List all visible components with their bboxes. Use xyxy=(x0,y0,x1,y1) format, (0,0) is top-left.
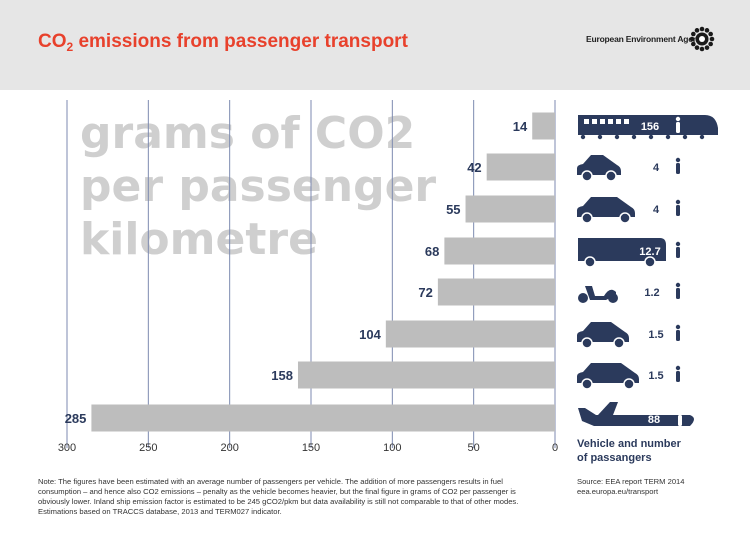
legend-line-1: Vehicle and number xyxy=(577,438,682,450)
bar-value-label: 285 xyxy=(65,411,87,426)
header-band xyxy=(0,0,750,90)
bar xyxy=(437,278,555,306)
airplane-icon: 88 xyxy=(578,402,694,426)
x-tick-label: 0 xyxy=(552,442,558,454)
title-suffix: emissions from passenger transport xyxy=(73,31,408,52)
svg-text:1.5: 1.5 xyxy=(648,329,663,341)
svg-text:1.5: 1.5 xyxy=(648,370,663,382)
estate-car-icon: 1.5 xyxy=(577,363,681,390)
svg-text:4: 4 xyxy=(653,204,660,216)
svg-text:88: 88 xyxy=(648,414,660,426)
page-title: CO2 emissions from passenger transport xyxy=(38,31,408,54)
title-subscript: 2 xyxy=(66,40,74,54)
title-prefix: CO xyxy=(38,31,67,52)
watermark-line-1: grams of CO2 xyxy=(80,108,415,159)
svg-text:1.2: 1.2 xyxy=(644,287,659,299)
bar-value-label: 14 xyxy=(513,119,528,134)
footnote: Note: The figures have been estimated wi… xyxy=(38,477,519,516)
bar-value-label: 68 xyxy=(425,244,439,259)
bar-value-label: 42 xyxy=(467,160,481,175)
bar xyxy=(385,320,555,348)
compact-car-icon: 1.5 xyxy=(577,322,681,349)
source-url: eea.europa.eu/transport xyxy=(577,487,659,496)
bar-value-label: 158 xyxy=(271,368,293,383)
source-line: Source: EEA report TERM 2014 xyxy=(577,477,685,486)
x-tick-label: 150 xyxy=(302,442,320,454)
svg-text:12.7: 12.7 xyxy=(639,246,660,258)
bar xyxy=(532,112,555,140)
car-icon: 4 xyxy=(577,197,681,224)
x-tick-label: 50 xyxy=(468,442,480,454)
source-block: Source: EEA report TERM 2014 eea.europa.… xyxy=(577,477,685,497)
eea-logo-icon xyxy=(689,26,715,52)
bar xyxy=(465,195,555,223)
bar xyxy=(444,237,555,265)
scooter-icon: 1.2 xyxy=(578,282,681,303)
svg-text:156: 156 xyxy=(641,121,659,133)
small-car-icon: 4 xyxy=(577,155,681,182)
x-tick-label: 200 xyxy=(220,442,238,454)
watermark-line-2: per passenger xyxy=(80,161,436,212)
agency-name: European Environment Agency xyxy=(586,34,707,44)
bar-value-label: 72 xyxy=(418,285,432,300)
bus-icon: 12.7 xyxy=(578,238,681,268)
x-tick-label: 300 xyxy=(58,442,76,454)
bar xyxy=(486,153,555,181)
watermark-line-3: kilometre xyxy=(80,214,318,265)
bar xyxy=(297,361,555,389)
bar-value-label: 104 xyxy=(359,327,381,342)
legend-line-2: of passangers xyxy=(577,452,652,464)
x-tick-label: 100 xyxy=(383,442,401,454)
bar-value-label: 55 xyxy=(446,202,460,217)
svg-text:4: 4 xyxy=(653,162,660,174)
x-tick-label: 250 xyxy=(139,442,157,454)
train-icon: 156 xyxy=(578,115,718,140)
bar xyxy=(91,404,556,432)
